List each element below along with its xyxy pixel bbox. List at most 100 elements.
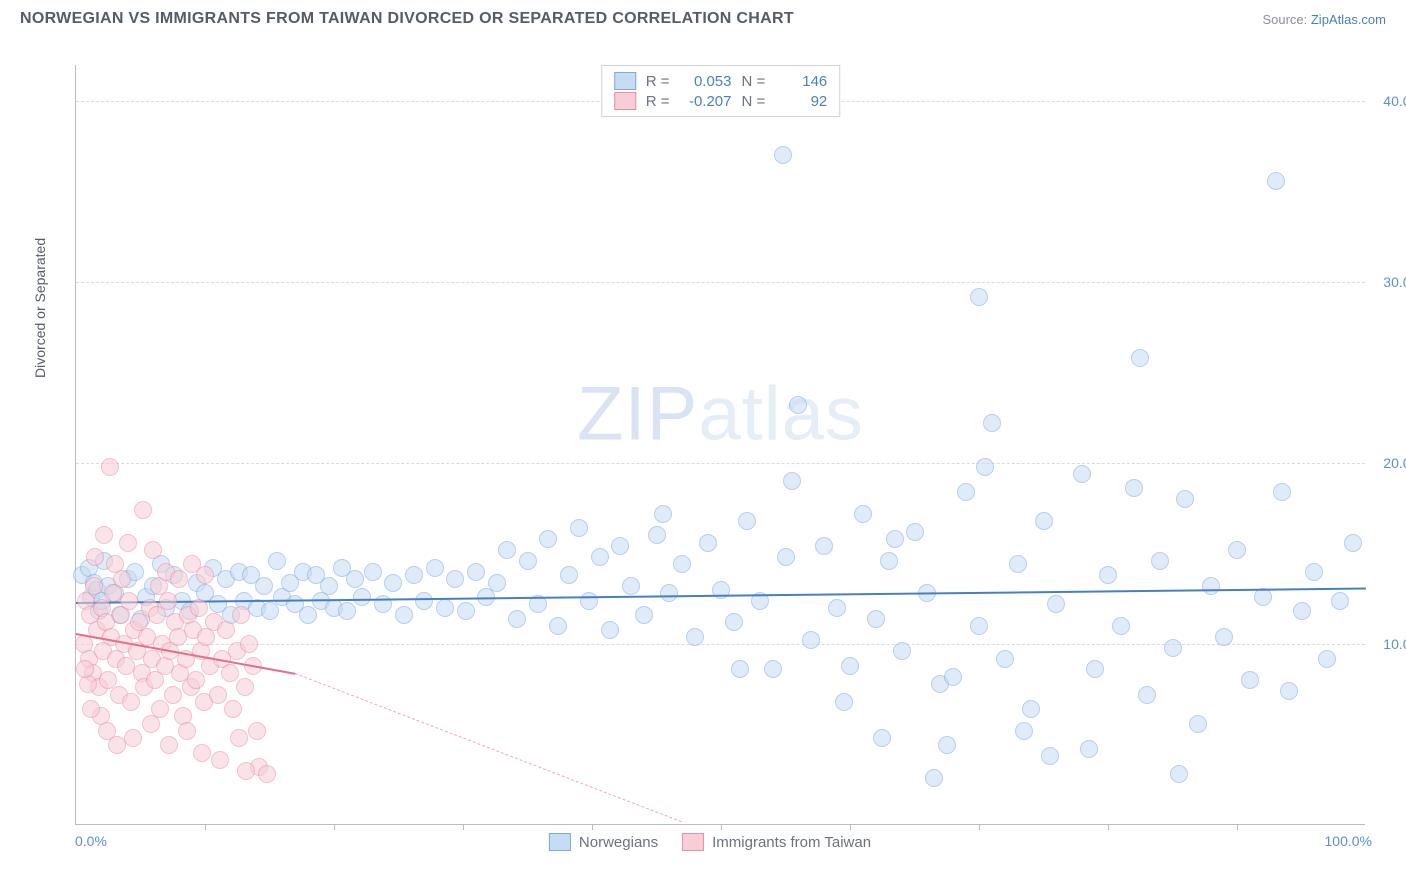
y-tick-label: 20.0% <box>1383 455 1406 471</box>
legend-item-norwegians: Norwegians <box>549 833 658 851</box>
point-norwegians <box>774 146 792 164</box>
point-taiwan <box>170 570 188 588</box>
point-norwegians <box>457 602 475 620</box>
point-norwegians <box>320 577 338 595</box>
swatch-norwegians <box>614 72 636 90</box>
y-tick-label: 40.0% <box>1383 93 1406 109</box>
point-norwegians <box>828 599 846 617</box>
point-norwegians <box>519 552 537 570</box>
scatter-plot: ZIPatlas R = 0.053 N = 146 R = -0.207 N … <box>75 65 1365 825</box>
point-taiwan <box>193 744 211 762</box>
point-norwegians <box>873 729 891 747</box>
point-norwegians <box>1151 552 1169 570</box>
point-taiwan <box>134 501 152 519</box>
point-norwegians <box>580 592 598 610</box>
point-norwegians <box>841 657 859 675</box>
point-taiwan <box>236 678 254 696</box>
point-norwegians <box>815 537 833 555</box>
point-taiwan <box>164 686 182 704</box>
point-norwegians <box>1273 483 1291 501</box>
watermark: ZIPatlas <box>577 371 864 458</box>
point-norwegians <box>1305 563 1323 581</box>
point-taiwan <box>142 715 160 733</box>
point-norwegians <box>731 660 749 678</box>
point-norwegians <box>1125 479 1143 497</box>
point-norwegians <box>925 769 943 787</box>
point-norwegians <box>835 693 853 711</box>
point-taiwan <box>240 635 258 653</box>
point-norwegians <box>488 574 506 592</box>
point-taiwan <box>190 599 208 617</box>
point-norwegians <box>591 548 609 566</box>
point-norwegians <box>983 414 1001 432</box>
x-tick <box>463 824 464 830</box>
point-taiwan <box>76 660 94 678</box>
point-taiwan <box>124 729 142 747</box>
point-taiwan <box>113 570 131 588</box>
point-norwegians <box>622 577 640 595</box>
point-norwegians <box>938 736 956 754</box>
point-norwegians <box>1112 617 1130 635</box>
point-norwegians <box>1164 639 1182 657</box>
point-taiwan <box>120 592 138 610</box>
point-norwegians <box>783 472 801 490</box>
point-norwegians <box>1267 172 1285 190</box>
point-taiwan <box>108 736 126 754</box>
point-norwegians <box>1022 700 1040 718</box>
y-tick-label: 10.0% <box>1383 636 1406 652</box>
swatch-norwegians-b <box>549 833 571 851</box>
point-norwegians <box>1080 740 1098 758</box>
point-norwegians <box>867 610 885 628</box>
point-taiwan <box>119 534 137 552</box>
point-norwegians <box>1170 765 1188 783</box>
point-norwegians <box>498 541 516 559</box>
point-norwegians <box>1176 490 1194 508</box>
point-norwegians <box>970 617 988 635</box>
point-taiwan <box>86 548 104 566</box>
x-tick <box>1237 824 1238 830</box>
swatch-taiwan-b <box>682 833 704 851</box>
point-norwegians <box>1202 577 1220 595</box>
x-tick <box>979 824 980 830</box>
point-norwegians <box>996 650 1014 668</box>
point-norwegians <box>268 552 286 570</box>
point-norwegians <box>1035 512 1053 530</box>
point-norwegians <box>654 505 672 523</box>
point-norwegians <box>415 592 433 610</box>
point-norwegians <box>1331 592 1349 610</box>
point-norwegians <box>886 530 904 548</box>
chart-title: NORWEGIAN VS IMMIGRANTS FROM TAIWAN DIVO… <box>20 10 794 28</box>
point-norwegians <box>539 530 557 548</box>
point-norwegians <box>1293 602 1311 620</box>
point-norwegians <box>338 602 356 620</box>
point-norwegians <box>1189 715 1207 733</box>
legend-item-taiwan: Immigrants from Taiwan <box>682 833 871 851</box>
point-taiwan <box>196 566 214 584</box>
point-norwegians <box>1047 595 1065 613</box>
point-norwegians <box>635 606 653 624</box>
point-norwegians <box>802 631 820 649</box>
point-norwegians <box>906 523 924 541</box>
point-norwegians <box>436 599 454 617</box>
point-norwegians <box>255 577 273 595</box>
source-link[interactable]: ZipAtlas.com <box>1311 12 1386 27</box>
point-norwegians <box>1280 682 1298 700</box>
point-norwegians <box>467 563 485 581</box>
point-taiwan <box>209 686 227 704</box>
series-legend: Norwegians Immigrants from Taiwan <box>549 833 871 851</box>
point-taiwan <box>144 541 162 559</box>
point-taiwan <box>232 606 250 624</box>
x-tick <box>592 824 593 830</box>
point-norwegians <box>353 588 371 606</box>
point-norwegians <box>446 570 464 588</box>
chart-area: Divorced or Separated ZIPatlas R = 0.053… <box>50 55 1370 825</box>
x-axis-max: 100.0% <box>1325 833 1372 849</box>
point-taiwan <box>101 458 119 476</box>
point-taiwan <box>82 700 100 718</box>
point-norwegians <box>299 606 317 624</box>
point-norwegians <box>673 555 691 573</box>
point-norwegians <box>957 483 975 501</box>
y-axis-title: Divorced or Separated <box>32 238 48 378</box>
point-taiwan <box>221 664 239 682</box>
point-taiwan <box>85 577 103 595</box>
